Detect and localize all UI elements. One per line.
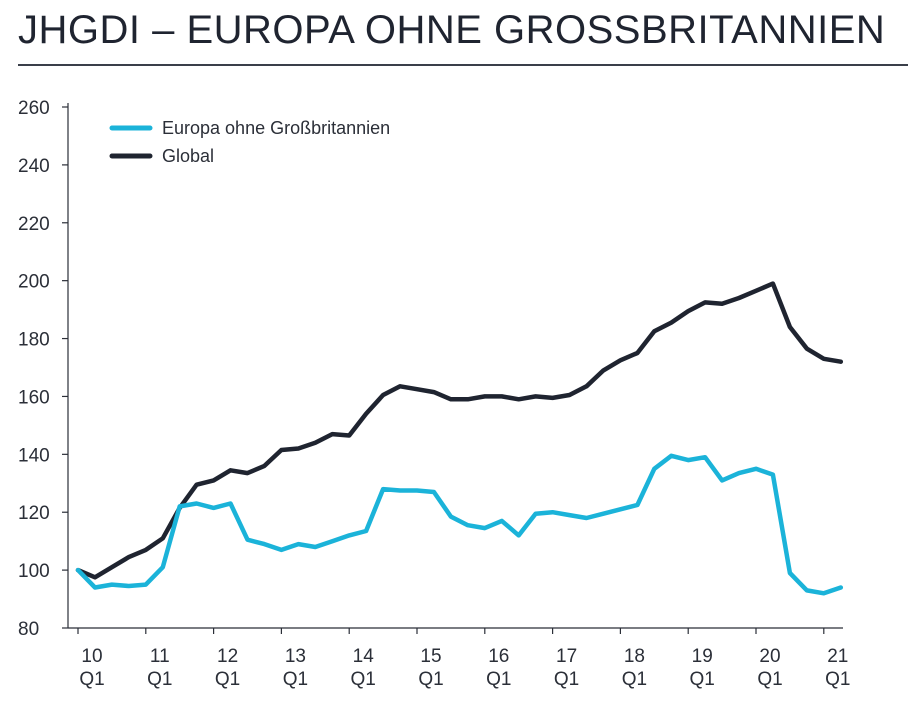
x-tick-year: 20 (759, 646, 780, 667)
x-tick-year: 21 (827, 646, 848, 667)
x-tick-quarter: Q1 (622, 669, 647, 690)
x-tick-quarter: Q1 (147, 669, 172, 690)
x-tick-year: 10 (81, 646, 102, 667)
y-tick-label: 200 (18, 272, 50, 293)
y-axis: 80 100 120 140 160 180 200 220 240 260 (18, 98, 69, 640)
x-tick-quarter: Q1 (79, 669, 104, 690)
y-tick-label: 160 (18, 387, 50, 408)
legend-label: Global (162, 146, 214, 166)
x-tick-year: 14 (353, 646, 375, 667)
x-tick-year: 13 (285, 646, 306, 667)
x-tick-quarter: Q1 (351, 669, 376, 690)
y-tick-label: 220 (18, 214, 50, 235)
y-tick-label: 120 (18, 503, 50, 524)
legend: Europa ohne Großbritannien Global (109, 118, 390, 166)
x-tick-year: 12 (217, 646, 238, 667)
x-tick-quarter: Q1 (215, 669, 240, 690)
y-tick-label: 80 (18, 619, 39, 640)
x-tick-year: 19 (692, 646, 713, 667)
y-tick-label: 180 (18, 330, 50, 351)
x-axis: 10Q111Q112Q113Q114Q115Q116Q117Q118Q119Q1… (68, 627, 850, 690)
x-tick-year: 11 (150, 646, 170, 667)
x-tick-year: 16 (488, 646, 509, 667)
x-tick-quarter: Q1 (554, 669, 579, 690)
x-tick-year: 18 (624, 646, 645, 667)
y-tick-label: 100 (18, 561, 50, 582)
series-line-global (75, 281, 844, 580)
x-tick-year: 15 (420, 646, 441, 667)
x-tick-quarter: Q1 (283, 669, 308, 690)
x-tick-quarter: Q1 (690, 669, 715, 690)
title-divider (18, 64, 908, 66)
series-line-europa (75, 453, 844, 596)
x-tick-year: 17 (556, 646, 577, 667)
x-tick-quarter: Q1 (418, 669, 443, 690)
x-tick-quarter: Q1 (825, 669, 850, 690)
y-tick-label: 140 (18, 445, 50, 466)
series-lines (75, 281, 844, 596)
chart-title: JHGDI – EUROPA OHNE GROSSBRITANNIEN (18, 8, 886, 52)
y-tick-label: 260 (18, 98, 50, 119)
legend-label: Europa ohne Großbritannien (162, 118, 390, 138)
y-tick-label: 240 (18, 156, 50, 177)
x-tick-quarter: Q1 (486, 669, 511, 690)
x-tick-quarter: Q1 (757, 669, 782, 690)
